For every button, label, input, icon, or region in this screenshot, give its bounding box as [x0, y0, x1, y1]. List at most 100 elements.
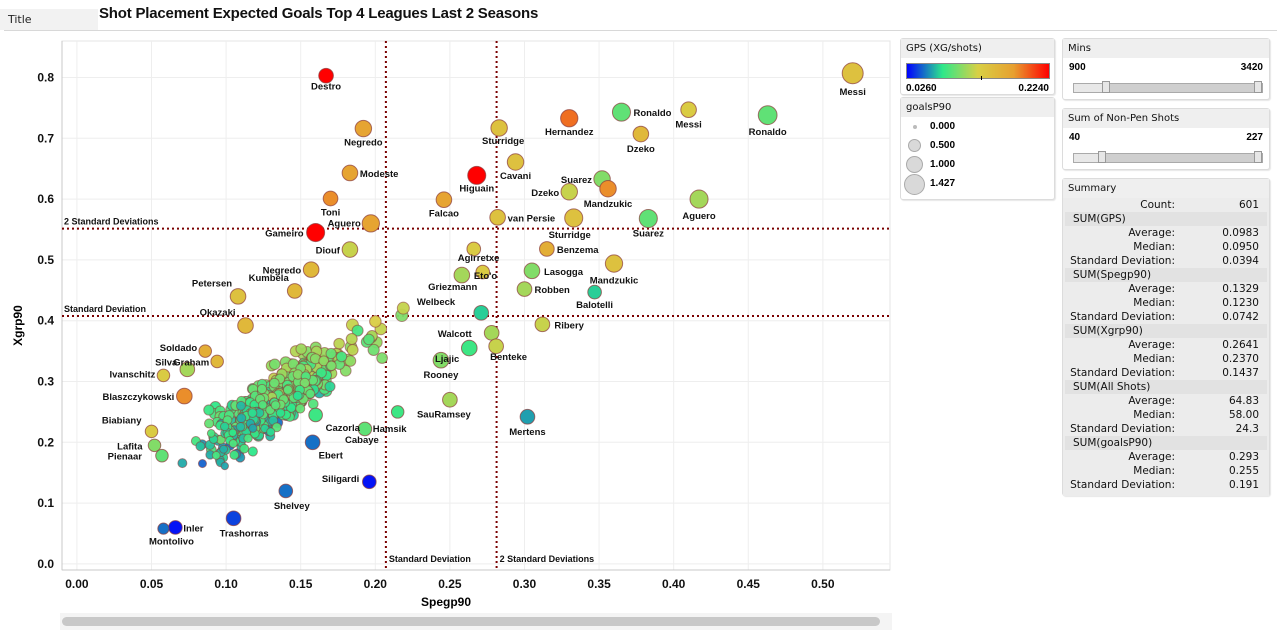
- grid-lines: [61, 40, 891, 571]
- data-point: [363, 333, 375, 346]
- labeled-data-point: [516, 281, 533, 297]
- point-label: Ronaldo: [749, 127, 787, 138]
- x-axis-label: Spegp90: [421, 595, 471, 609]
- y-axis-label: Xgrp90: [11, 305, 25, 346]
- summary-stat-row: Standard Deviation: 24.3: [1063, 422, 1269, 436]
- reference-line-label: 2 Standard Deviations: [500, 554, 595, 564]
- point-label: Shelvey: [274, 501, 311, 512]
- summary-stat-row: Median: 0.2370: [1063, 352, 1269, 366]
- labeled-data-point: [354, 119, 373, 138]
- labeled-data-point: [306, 223, 326, 243]
- size-circle-icon: [913, 125, 917, 129]
- summary-panel: Summary Count: 601 SUM(GPS) Average: 0.098…: [1062, 178, 1270, 496]
- point-label: Destro: [311, 82, 341, 93]
- labeled-data-point: [453, 266, 471, 284]
- point-label: Cazorla: [326, 423, 361, 434]
- summary-stat-value: 0.0742: [1222, 311, 1259, 323]
- y-tick-label: 0.6: [37, 192, 54, 206]
- point-label: Gameiro: [265, 229, 304, 240]
- data-point: [295, 343, 307, 355]
- data-point: [307, 398, 319, 410]
- point-label: Okazaki: [200, 308, 236, 319]
- labeled-data-point: [560, 109, 579, 128]
- labeled-data-point: [632, 125, 650, 143]
- size-legend-panel: goalsP90 0.000 0.500 1.000 1.427: [900, 97, 1055, 200]
- data-point: [345, 332, 358, 345]
- plot-area: [61, 40, 891, 571]
- data-point: [228, 438, 238, 449]
- data-point: [367, 343, 380, 357]
- labeled-data-point: [638, 209, 658, 229]
- size-circle-icon: [908, 139, 921, 152]
- mins-slider-low-handle[interactable]: [1101, 81, 1110, 93]
- horizontal-scrollbar[interactable]: [62, 617, 880, 626]
- summary-count-value: 601: [1238, 199, 1259, 211]
- y-tick-label: 0.3: [37, 375, 54, 389]
- title-tab[interactable]: Title: [0, 9, 98, 30]
- summary-stat-value: 0.2641: [1222, 339, 1259, 351]
- point-label: Negredo: [344, 138, 383, 149]
- data-point: [369, 315, 382, 328]
- labeled-data-point: [757, 105, 778, 126]
- x-tick-label: 0.15: [289, 577, 313, 591]
- labeled-data-point: [176, 387, 193, 405]
- mins-max-value: 3420: [1240, 62, 1263, 73]
- summary-group-header: SUM(All Shots): [1065, 380, 1267, 394]
- x-tick-label: 0.50: [811, 577, 835, 591]
- data-point: [333, 337, 345, 350]
- data-point: [247, 408, 258, 418]
- scatter-chart[interactable]: 0.00 0.05 0.10 0.15 0.20 0.25 0.30 0.35 0.40 0.45…: [0, 35, 895, 615]
- reference-line-label: Standard Deviation: [64, 304, 146, 314]
- data-point: [325, 347, 337, 360]
- summary-stat-value: 0.2370: [1222, 353, 1259, 365]
- labeled-data-point: [689, 189, 709, 209]
- labeled-data-point: [460, 339, 478, 357]
- labeled-data-point: [198, 344, 212, 358]
- point-label: Sturridge: [482, 136, 524, 147]
- data-point: [256, 383, 268, 395]
- labeled-data-point: [519, 408, 536, 425]
- point-label: Welbeck: [417, 297, 456, 308]
- reference-line-label: Standard Deviation: [389, 554, 471, 564]
- labeled-data-point: [144, 424, 159, 439]
- labeled-data-point: [490, 119, 508, 137]
- labeled-data-point: [318, 67, 334, 84]
- x-tick-label: 0.35: [587, 577, 611, 591]
- mins-min-value: 900: [1069, 62, 1086, 73]
- point-label: Negredo: [263, 266, 302, 277]
- point-label: Sturridge: [549, 230, 591, 241]
- size-legend-item: 0.500: [901, 139, 1051, 159]
- x-tick-label: 0.20: [364, 577, 388, 591]
- point-label: Dzeko: [531, 188, 559, 199]
- labeled-data-point: [357, 421, 373, 437]
- mins-range-slider[interactable]: [1073, 81, 1263, 93]
- point-label: Griezmann: [428, 282, 477, 293]
- shots-slider-high-handle[interactable]: [1254, 151, 1262, 163]
- summary-stat-row: Standard Deviation: 0.0742: [1063, 310, 1269, 324]
- labeled-data-point: [841, 62, 864, 85]
- summary-stat-row: Standard Deviation: 0.0394: [1063, 254, 1269, 268]
- labeled-points: [144, 62, 864, 535]
- labeled-data-point: [534, 316, 551, 333]
- mins-slider-high-handle[interactable]: [1254, 81, 1262, 93]
- size-legend-label: 1.000: [930, 159, 956, 170]
- summary-group-header: SUM(Xgrp90): [1065, 324, 1267, 338]
- point-label: Rooney: [424, 370, 460, 381]
- data-point: [219, 421, 230, 432]
- point-label: Trashorras: [220, 528, 269, 539]
- summary-stat-value: 0.1329: [1222, 283, 1259, 295]
- point-label: Kumbela: [249, 273, 290, 284]
- shots-range-slider[interactable]: [1073, 151, 1263, 163]
- background-points: [177, 301, 410, 471]
- labeled-data-point: [210, 354, 224, 369]
- point-label: Montolivo: [149, 537, 194, 548]
- summary-group-header: SUM(Spegp90): [1065, 268, 1267, 282]
- summary-stat-value: 0.1230: [1222, 297, 1259, 309]
- data-point: [206, 429, 216, 438]
- point-label: Toni: [321, 207, 340, 218]
- summary-stat-value: 0.255: [1228, 465, 1259, 477]
- size-legend-item: 1.000: [901, 156, 1051, 178]
- shots-slider-low-handle[interactable]: [1098, 151, 1107, 163]
- axes: 0.00 0.05 0.10 0.15 0.20 0.25 0.30 0.35 0.40 0.45…: [37, 41, 890, 591]
- y-tick-label: 0.4: [37, 314, 54, 328]
